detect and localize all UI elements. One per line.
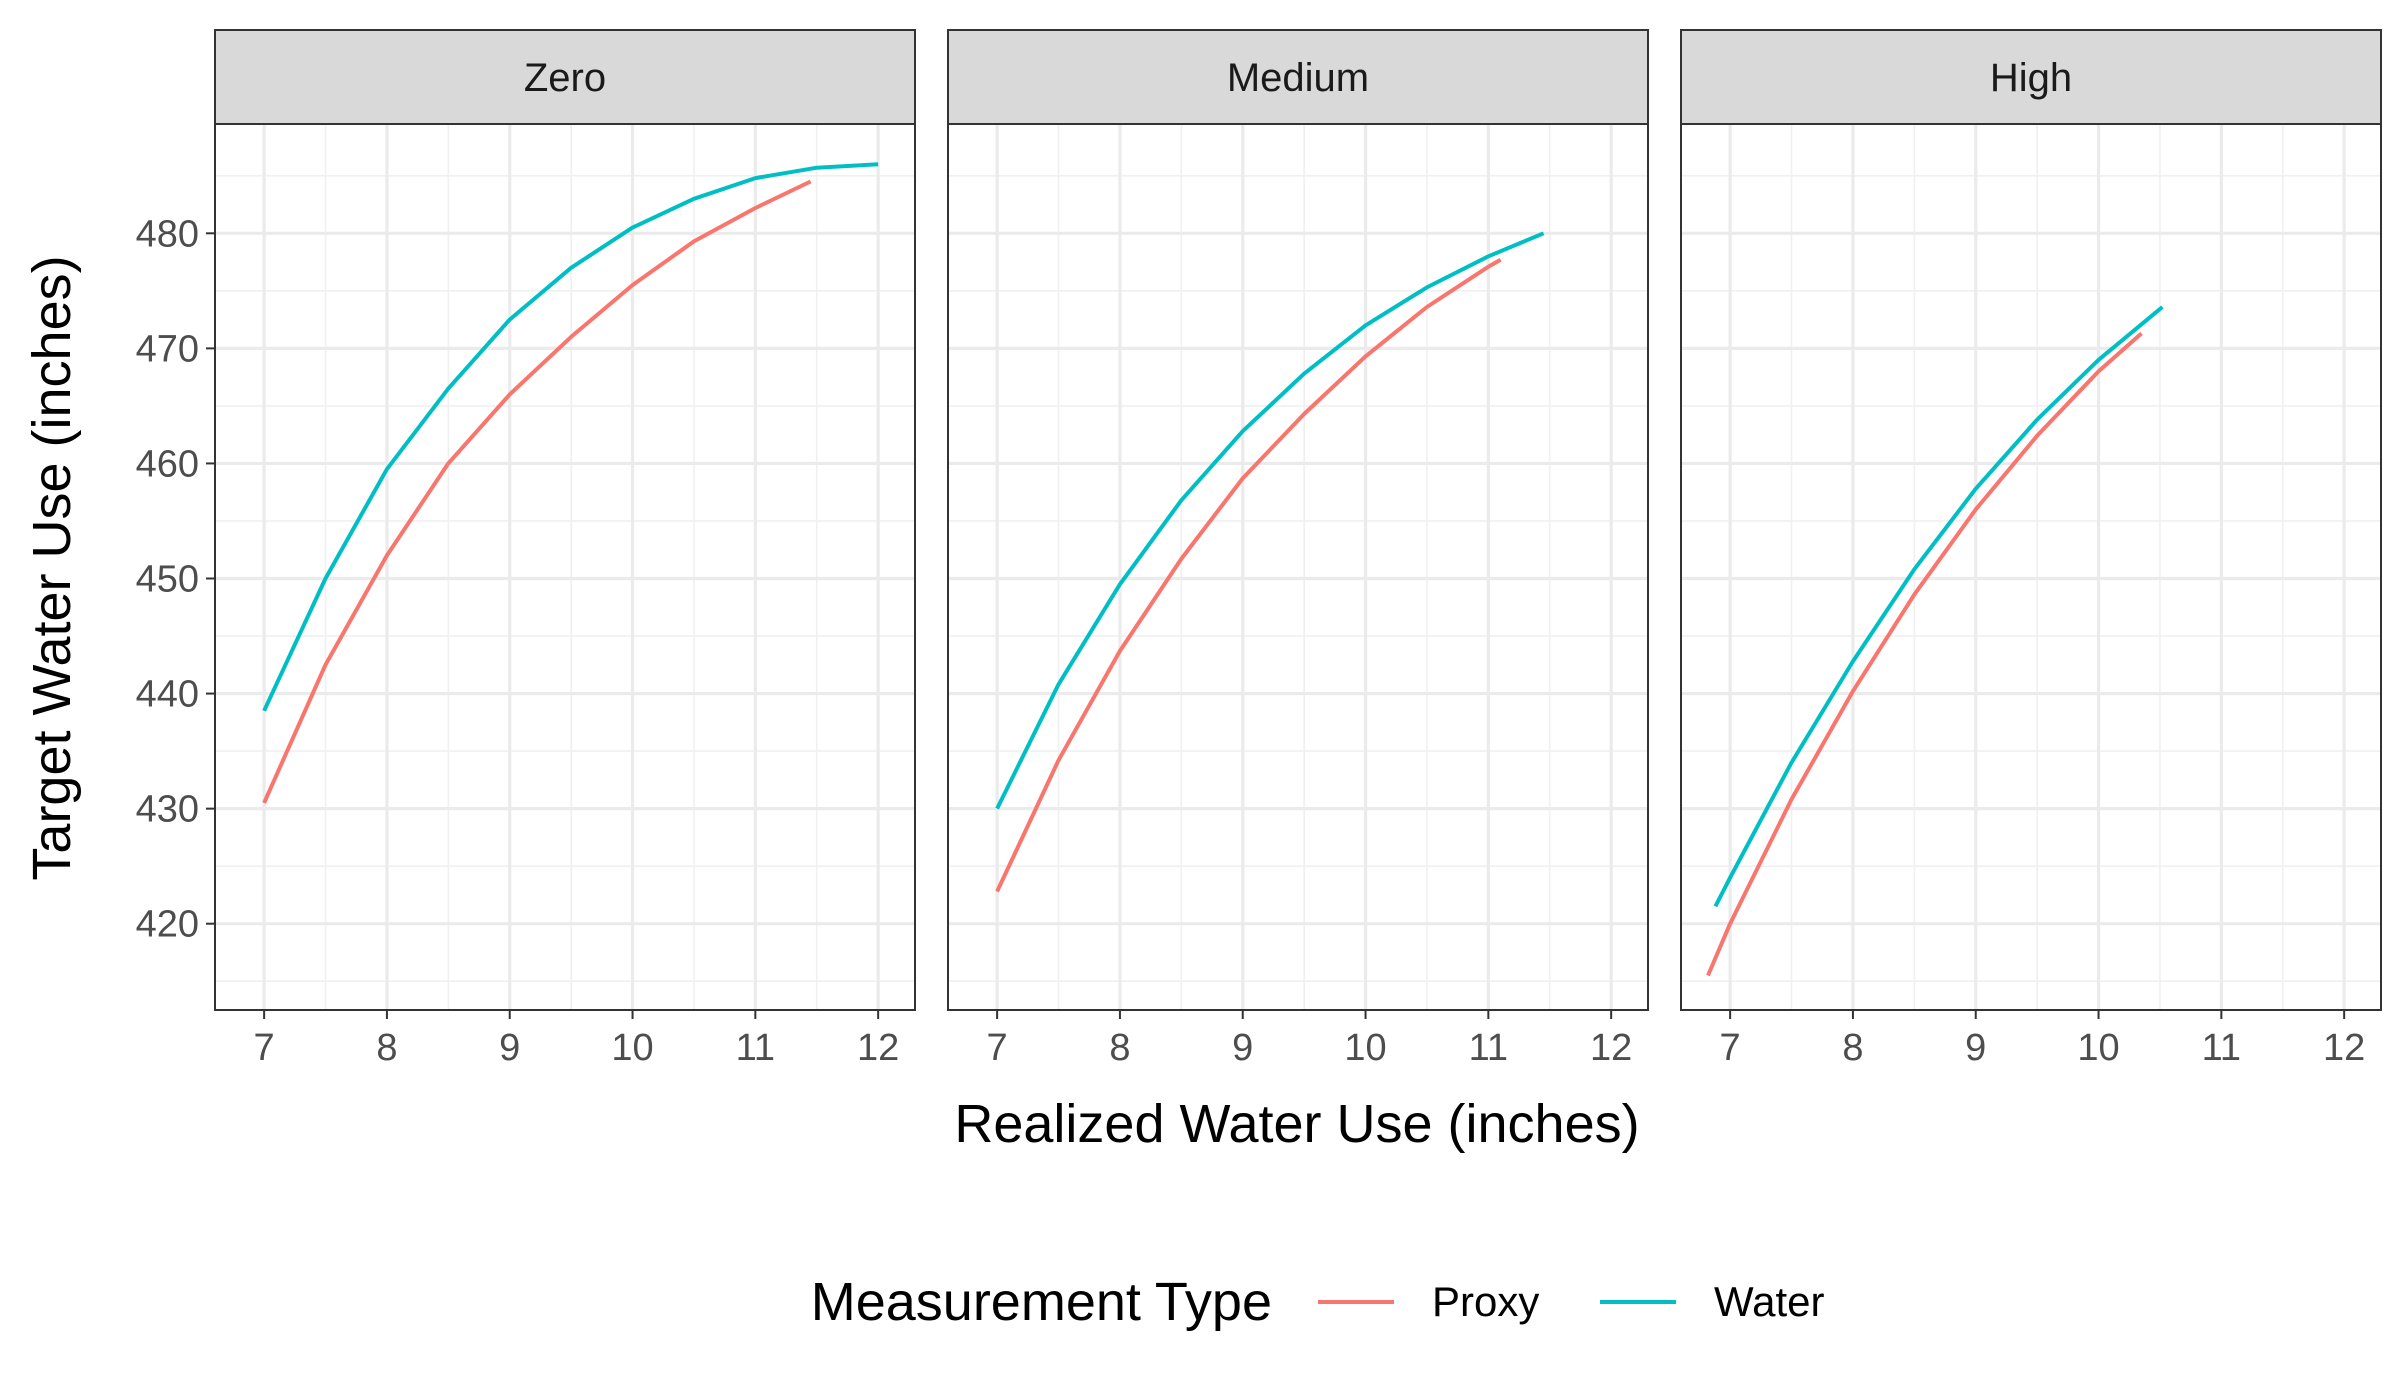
- panel-strip-label: High: [1990, 56, 2072, 100]
- x-tick-label: 11: [736, 1027, 775, 1069]
- x-tick-label: 8: [1842, 1027, 1863, 1069]
- x-tick-label: 7: [1720, 1027, 1741, 1069]
- x-tick-label: 12: [2323, 1027, 2365, 1069]
- x-tick-label: 8: [1109, 1027, 1130, 1069]
- panel-border: [1680, 123, 2382, 1011]
- x-axis-title: Realized Water Use (inches): [954, 1094, 1639, 1154]
- series-line-proxy: [995, 258, 1502, 893]
- panel-strip: [947, 29, 1649, 125]
- series-line-water: [995, 231, 1545, 810]
- panel-strip: [1680, 29, 2382, 125]
- x-tick-label: 10: [611, 1027, 653, 1069]
- panel-strip: [214, 29, 916, 125]
- y-tick-label: 470: [136, 328, 199, 370]
- y-tick-label: 450: [136, 559, 199, 601]
- series-line-proxy: [262, 179, 812, 804]
- x-tick-label: 12: [857, 1027, 899, 1069]
- x-tick-label: 12: [1590, 1027, 1632, 1069]
- series-line-proxy: [1706, 331, 2143, 977]
- panel-strip-label: Medium: [1227, 56, 1369, 100]
- x-tick-label: 7: [254, 1027, 275, 1069]
- panel-strip-label: Zero: [524, 56, 606, 100]
- x-tick-label: 11: [1469, 1027, 1508, 1069]
- legend-entries: Proxy Water: [1318, 1278, 1824, 1325]
- legend-label-proxy: Proxy: [1432, 1278, 1539, 1325]
- y-tick-label: 430: [136, 789, 199, 831]
- legend-title: Measurement Type: [811, 1272, 1272, 1332]
- panel-medium: Medium 7 8 9 10 11 12: [947, 29, 1649, 1069]
- x-tick-label: 9: [1965, 1027, 1986, 1069]
- series-line-water: [1713, 305, 2164, 908]
- x-tick-label: 9: [1232, 1027, 1253, 1069]
- legend: Measurement Type Proxy Water: [811, 1272, 1825, 1332]
- panel-border: [947, 123, 1649, 1011]
- y-tick-label: 420: [136, 904, 199, 946]
- y-axis-title: Target Water Use (inches): [22, 255, 82, 880]
- panels: Zero 7 8 9 10 11 12 420 430 440 450 460 470 480 Medium…: [136, 29, 2382, 1069]
- y-tick-label: 460: [136, 443, 199, 485]
- y-tick-label: 440: [136, 674, 199, 716]
- x-tick-label: 11: [2202, 1027, 2241, 1069]
- series-line-water: [262, 162, 879, 712]
- panel-background: [1681, 124, 2381, 1010]
- panel-background: [215, 124, 915, 1010]
- x-tick-label: 7: [987, 1027, 1008, 1069]
- panel-background: [948, 124, 1648, 1010]
- panel-high: High 7 8 9 10 11 12: [1680, 29, 2382, 1069]
- x-tick-label: 9: [499, 1027, 520, 1069]
- x-tick-label: 10: [1344, 1027, 1386, 1069]
- panel-zero: Zero 7 8 9 10 11 12 420 430 440 450 460 470 480: [136, 29, 916, 1069]
- legend-label-water: Water: [1714, 1278, 1824, 1325]
- y-tick-label: 480: [136, 213, 199, 255]
- x-tick-label: 8: [376, 1027, 397, 1069]
- panel-border: [214, 123, 916, 1011]
- x-tick-label: 10: [2077, 1027, 2119, 1069]
